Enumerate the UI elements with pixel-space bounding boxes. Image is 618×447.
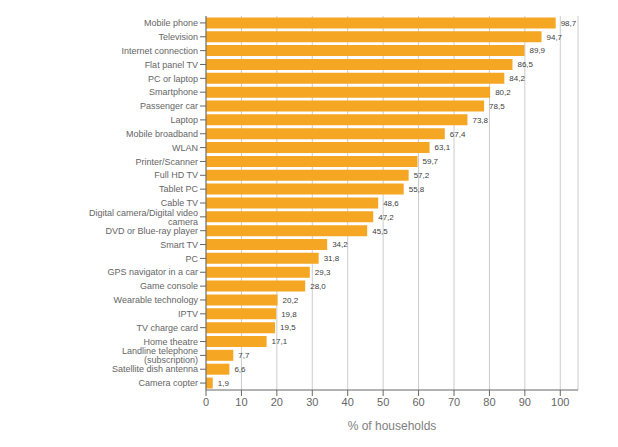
- svg-text:100: 100: [551, 396, 569, 408]
- svg-text:Smartphone: Smartphone: [149, 87, 198, 97]
- svg-text:Digital camera/Digital videoca: Digital camera/Digital videocamera: [89, 208, 198, 227]
- svg-text:67,4: 67,4: [450, 130, 466, 139]
- svg-text:20: 20: [271, 396, 283, 408]
- svg-text:50: 50: [377, 396, 389, 408]
- svg-text:30: 30: [306, 396, 318, 408]
- svg-text:89,9: 89,9: [530, 46, 546, 55]
- svg-text:DVD or Blue-ray player: DVD or Blue-ray player: [105, 226, 198, 236]
- svg-text:10: 10: [235, 396, 247, 408]
- svg-text:17,1: 17,1: [272, 337, 288, 346]
- svg-text:Internet connection: Internet connection: [121, 46, 198, 56]
- svg-text:Television: Television: [158, 32, 198, 42]
- svg-text:Cable TV: Cable TV: [161, 198, 198, 208]
- svg-text:28,0: 28,0: [310, 282, 326, 291]
- svg-text:7,7: 7,7: [238, 351, 250, 360]
- svg-text:Laptop: Laptop: [170, 115, 198, 125]
- svg-text:63,1: 63,1: [435, 143, 451, 152]
- svg-text:1,9: 1,9: [218, 379, 230, 388]
- svg-text:20,2: 20,2: [283, 296, 299, 305]
- svg-text:Home theatre: Home theatre: [143, 337, 198, 347]
- svg-text:86,5: 86,5: [517, 60, 533, 69]
- svg-text:Tablet PC: Tablet PC: [159, 184, 199, 194]
- svg-text:Camera copter: Camera copter: [138, 378, 198, 388]
- svg-text:WLAN: WLAN: [172, 143, 198, 153]
- svg-text:Wearable technology: Wearable technology: [114, 295, 199, 305]
- svg-text:73,8: 73,8: [472, 116, 488, 125]
- svg-text:6,6: 6,6: [234, 365, 246, 374]
- svg-text:47,2: 47,2: [378, 213, 394, 222]
- svg-text:Passenger car: Passenger car: [140, 101, 198, 111]
- svg-text:GPS navigator in a car: GPS navigator in a car: [107, 267, 198, 277]
- svg-text:Satellite dish antenna: Satellite dish antenna: [112, 364, 198, 374]
- svg-text:0: 0: [203, 396, 209, 408]
- svg-text:Mobile phone: Mobile phone: [144, 18, 198, 28]
- svg-text:70: 70: [448, 396, 460, 408]
- svg-text:31,8: 31,8: [324, 254, 340, 263]
- svg-text:IPTV: IPTV: [178, 309, 198, 319]
- svg-text:40: 40: [342, 396, 354, 408]
- svg-text:Full HD TV: Full HD TV: [154, 170, 198, 180]
- svg-text:19,8: 19,8: [281, 310, 297, 319]
- svg-text:34,2: 34,2: [332, 240, 348, 249]
- svg-text:94,7: 94,7: [547, 33, 563, 42]
- svg-text:Flat panel TV: Flat panel TV: [145, 60, 198, 70]
- svg-text:Landline telephone(subscriptio: Landline telephone(subscription): [122, 346, 198, 365]
- svg-text:80,2: 80,2: [495, 88, 511, 97]
- svg-text:80: 80: [483, 396, 495, 408]
- svg-text:29,3: 29,3: [315, 268, 331, 277]
- svg-text:PC: PC: [185, 254, 198, 264]
- svg-text:60: 60: [412, 396, 424, 408]
- svg-text:57,2: 57,2: [414, 171, 430, 180]
- svg-text:90: 90: [519, 396, 531, 408]
- svg-text:TV charge card: TV charge card: [136, 323, 198, 333]
- svg-text:55,8: 55,8: [409, 185, 425, 194]
- svg-text:19,5: 19,5: [280, 323, 296, 332]
- svg-text:78,5: 78,5: [489, 102, 505, 111]
- svg-text:48,6: 48,6: [383, 199, 399, 208]
- svg-text:Smart TV: Smart TV: [160, 240, 198, 250]
- svg-text:98,7: 98,7: [561, 19, 577, 28]
- svg-text:PC or laptop: PC or laptop: [148, 74, 198, 84]
- svg-text:45,5: 45,5: [372, 227, 388, 236]
- svg-text:Printer/Scanner: Printer/Scanner: [135, 157, 198, 167]
- svg-text:Mobile broadband: Mobile broadband: [126, 129, 198, 139]
- svg-text:59,7: 59,7: [423, 157, 439, 166]
- svg-text:% of households: % of households: [348, 419, 437, 433]
- svg-text:84,2: 84,2: [509, 74, 525, 83]
- svg-text:Game console: Game console: [140, 281, 198, 291]
